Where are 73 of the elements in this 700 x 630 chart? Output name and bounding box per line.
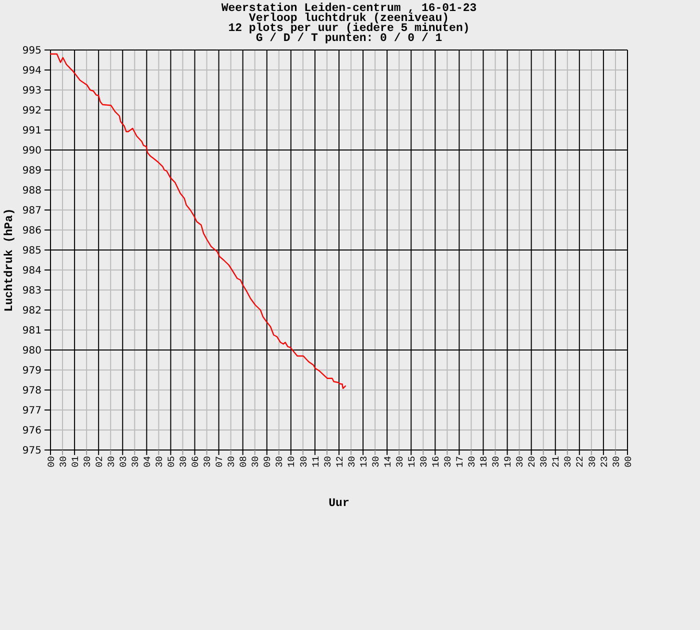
x-tick-label: 23 [598, 456, 610, 468]
x-axis-title: Uur [328, 497, 350, 510]
x-tick-label: 18 [478, 456, 490, 468]
x-tick-label: 00 [622, 456, 634, 468]
x-tick-label: 30 [466, 456, 478, 468]
y-tick-label: 977 [22, 406, 42, 416]
x-tick-label: 30 [298, 456, 310, 468]
y-tick-label: 991 [22, 126, 42, 136]
x-tick-label: 14 [382, 456, 394, 468]
x-tick-label: 04 [142, 456, 153, 468]
y-tick-label: 978 [22, 386, 42, 396]
y-tick-label: 994 [22, 66, 42, 76]
x-tick-label: 17 [454, 456, 466, 468]
x-tick-label: 00 [46, 456, 57, 468]
text: G / D / T punten: 0 / 0 / 1 [256, 32, 442, 45]
x-tick-label: 08 [238, 456, 250, 468]
x-tick-label: 30 [394, 456, 406, 468]
x-tick-label: 15 [406, 456, 418, 468]
y-tick-label: 995 [22, 46, 42, 56]
x-tick-label: 30 [514, 456, 526, 468]
x-tick-label: 06 [190, 456, 202, 468]
x-tick-label: 09 [262, 456, 274, 468]
y-tick-label: 981 [22, 326, 42, 336]
x-tick-label: 11 [310, 456, 322, 468]
x-tick-label: 21 [550, 456, 562, 468]
y-tick-label: 992 [22, 106, 42, 116]
y-tick-label: 990 [22, 146, 42, 156]
x-tick-label: 30 [562, 456, 574, 468]
x-tick-label: 30 [82, 456, 93, 468]
x-tick-label: 30 [322, 456, 334, 468]
y-tick-label: 985 [22, 246, 42, 256]
y-tick-label: 987 [22, 206, 42, 216]
x-tick-label: 30 [106, 456, 117, 468]
x-tick-label: 22 [574, 456, 586, 468]
x-tick-label: 13 [358, 456, 370, 468]
x-tick-label: 30 [58, 456, 69, 468]
x-tick-label: 30 [274, 456, 286, 468]
y-tick-label: 993 [22, 86, 42, 96]
x-tick-label: 30 [346, 456, 358, 468]
x-tick-label: 20 [526, 456, 538, 468]
y-tick-label: 982 [22, 306, 42, 316]
x-tick-label: 03 [118, 456, 129, 468]
x-tick-label: 19 [502, 456, 514, 468]
y-tick-label: 983 [22, 286, 42, 296]
y-tick-label: 979 [22, 366, 42, 376]
x-tick-label: 16 [430, 456, 442, 468]
x-tick-label: 30 [418, 456, 430, 468]
y-tick-label: 989 [22, 166, 42, 176]
y-tick-label: 980 [22, 346, 42, 356]
x-tick-label: 30 [490, 456, 502, 468]
x-tick-label: 07 [214, 456, 226, 468]
y-tick-label: 976 [22, 426, 42, 436]
x-tick-label: 30 [586, 456, 598, 468]
x-tick-label: 30 [130, 456, 141, 468]
y-tick-label: 988 [22, 186, 42, 196]
y-tick-label: 986 [22, 226, 42, 236]
y-axis-title: Luchtdruk (hPa) [3, 208, 16, 312]
x-tick-label: 30 [202, 456, 214, 468]
x-tick-label: 30 [538, 456, 550, 468]
x-tick-label: 05 [166, 456, 178, 468]
x-tick-label: 30 [370, 456, 382, 468]
y-tick-label: 984 [22, 266, 42, 276]
x-tick-label: 30 [154, 456, 166, 468]
x-tick-label: 30 [250, 456, 262, 468]
x-tick-label: 30 [442, 456, 454, 468]
x-tick-label: 30 [226, 456, 238, 468]
x-tick-label: 12 [334, 456, 346, 468]
x-tick-label: 02 [94, 456, 105, 468]
x-tick-label: 30 [178, 456, 190, 468]
x-tick-label: 30 [610, 456, 622, 468]
x-tick-label: 10 [286, 456, 298, 468]
x-tick-label: 01 [70, 456, 81, 468]
y-tick-label: 975 [22, 446, 42, 456]
